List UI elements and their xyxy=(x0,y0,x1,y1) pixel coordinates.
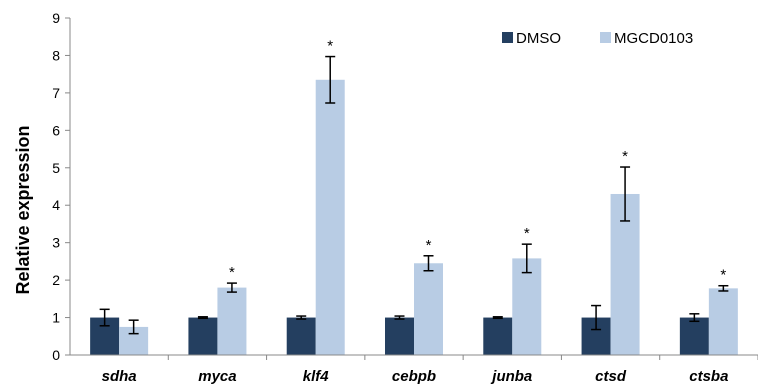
bar-mgcd0103-myca xyxy=(217,287,247,355)
significance-star: * xyxy=(720,267,726,284)
y-tick-label: 5 xyxy=(52,160,60,176)
y-tick-label: 3 xyxy=(52,235,60,251)
significance-star: * xyxy=(229,264,235,281)
significance-star: * xyxy=(524,225,530,242)
y-axis: 0 1 2 3 4 5 6 7 8 9 xyxy=(52,10,71,363)
y-axis-label: Relative expression xyxy=(13,125,33,294)
x-tick-label: ctsba xyxy=(689,368,728,385)
bar-mgcd0103-cebpb xyxy=(414,263,443,355)
x-tick-label: klf4 xyxy=(303,368,330,385)
y-tick-label: 1 xyxy=(52,310,60,326)
bar-mgcd0103-junba xyxy=(512,258,542,355)
error-bars xyxy=(99,55,729,335)
legend-label-dmso: DMSO xyxy=(516,30,561,47)
x-axis: sdha myca klf4 cebpb junba ctsd ctsba xyxy=(70,354,758,385)
y-tick-label: 6 xyxy=(52,122,60,138)
y-tick-label: 9 xyxy=(52,10,60,26)
significance-star: * xyxy=(426,237,432,254)
y-tick-label: 8 xyxy=(52,47,60,63)
bar-dmso-junba xyxy=(483,317,513,355)
x-tick-label: myca xyxy=(198,368,236,385)
y-tick-label: 0 xyxy=(52,347,60,363)
significance-star: * xyxy=(622,148,628,165)
bars xyxy=(90,79,738,356)
bar-dmso-cebpb xyxy=(385,317,414,355)
x-tick-label: cebpb xyxy=(392,368,436,385)
legend-swatch-mgcd0103 xyxy=(600,32,611,43)
bar-dmso-ctsba xyxy=(679,317,709,355)
bar-dmso-myca xyxy=(188,317,218,355)
y-tick-label: 4 xyxy=(52,197,60,213)
legend-swatch-dmso xyxy=(502,32,513,43)
bar-mgcd0103-klf4 xyxy=(315,79,345,356)
legend: DMSO MGCD0103 xyxy=(502,30,693,47)
x-tick-label: sdha xyxy=(102,368,137,385)
y-tick-label: 7 xyxy=(52,85,60,101)
bar-dmso-klf4 xyxy=(286,317,316,355)
x-tick-label: ctsd xyxy=(595,368,627,385)
significance-star: * xyxy=(327,38,333,55)
legend-label-mgcd0103: MGCD0103 xyxy=(614,30,693,47)
x-tick-label: junba xyxy=(490,368,532,385)
y-tick-label: 2 xyxy=(52,272,60,288)
bar-mgcd0103-ctsba xyxy=(708,288,738,355)
significance-marks: * * * * * * xyxy=(229,38,726,284)
